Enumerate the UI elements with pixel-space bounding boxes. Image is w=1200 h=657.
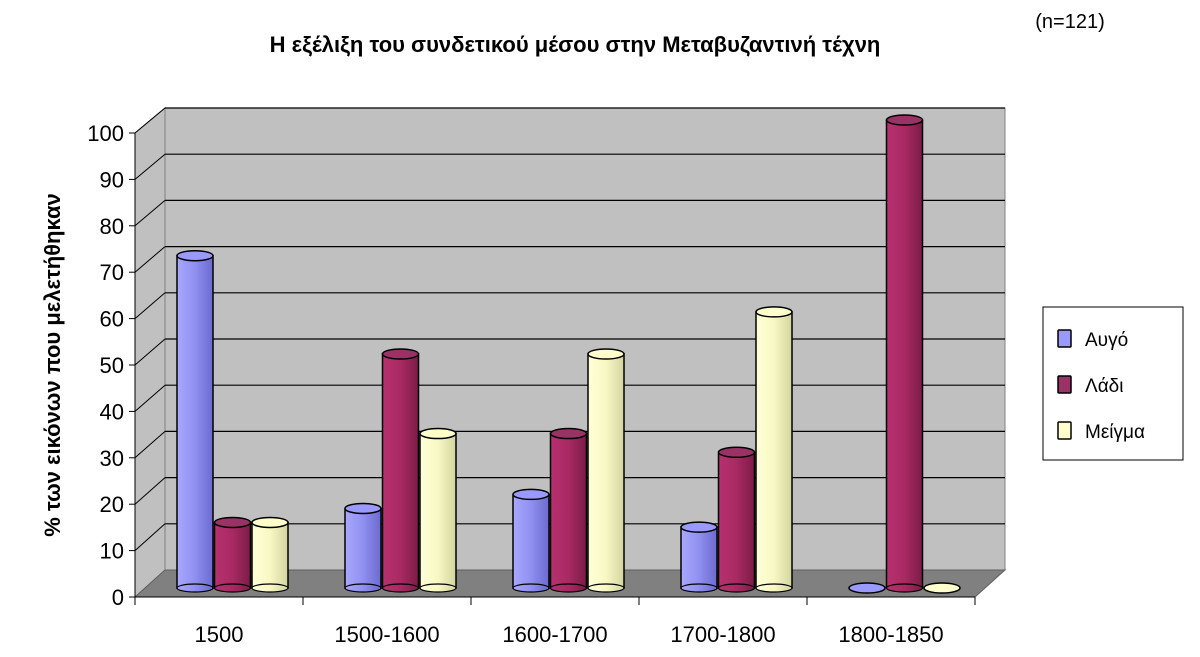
bar-Μείγμα-1600-1700 [587,348,625,593]
gridline-side [134,246,166,273]
bar-Αυγό-1500-1600 [344,502,382,593]
y-tick-label: 70 [100,260,124,285]
chart-title: Η εξέλιξη του συνδετικού μέσου στην Μετα… [270,32,881,57]
gridline-side [134,431,166,459]
gridline-side [134,153,166,180]
bar-Λάδι-1500 [213,516,252,593]
legend-label: Μείγμα [1085,422,1145,443]
y-tick-label: 80 [100,214,124,239]
gridline-side [134,200,166,227]
bar-Μείγμα-1800-1850 [923,582,961,594]
legend-label: Λάδι [1085,376,1123,397]
x-tick-label: 1700-1800 [670,622,775,647]
legend-label: Αυγό [1085,330,1128,351]
bar-Αυγό-1800-1850 [848,582,886,594]
bar-Αυγό-1600-1700 [512,488,550,593]
y-tick-label: 40 [100,399,124,424]
bar-Λάδι-1700-1800 [717,446,756,593]
gridline-side [134,477,166,505]
y-tick-label: 100 [87,121,124,146]
y-tick-label: 60 [100,307,124,332]
gridline-side [134,384,166,412]
gridline-side [134,338,166,366]
bar-Μείγμα-1500-1600 [419,427,457,593]
bar-Λάδι-1600-1700 [549,427,588,593]
legend-swatch [1057,329,1072,348]
y-axis-label: % των εικόνων που μελετήθηκαν [40,193,65,537]
y-tick-label: 50 [100,353,124,378]
legend-swatch [1057,421,1072,440]
bar-Αυγό-1700-1800 [680,521,718,593]
gridline-side [134,107,166,134]
gridline-side [134,292,166,319]
bar-Λάδι-1800-1850 [885,114,924,593]
bar-Μείγμα-1700-1800 [755,306,793,593]
y-tick-label: 10 [100,539,124,564]
x-tick-label: 1600-1700 [502,622,607,647]
x-tick-label: 1500 [195,622,244,647]
y-tick-label: 0 [112,585,124,610]
legend-swatch [1057,375,1072,394]
chart-subtitle: (n=121) [1035,11,1105,33]
legend: Αυγό Λάδι Μείγμα [1042,306,1184,461]
bar-Αυγό-1500 [176,249,214,593]
gridline-side [134,523,166,551]
bar-Μείγμα-1500 [251,516,289,593]
y-tick-label: 30 [100,446,124,471]
x-tick-label: 1500-1600 [334,622,439,647]
y-tick-label: 20 [100,492,124,517]
y-tick-label: 90 [100,167,124,192]
bar-Λάδι-1500-1600 [381,348,420,593]
x-tick-label: 1800-1850 [838,622,943,647]
